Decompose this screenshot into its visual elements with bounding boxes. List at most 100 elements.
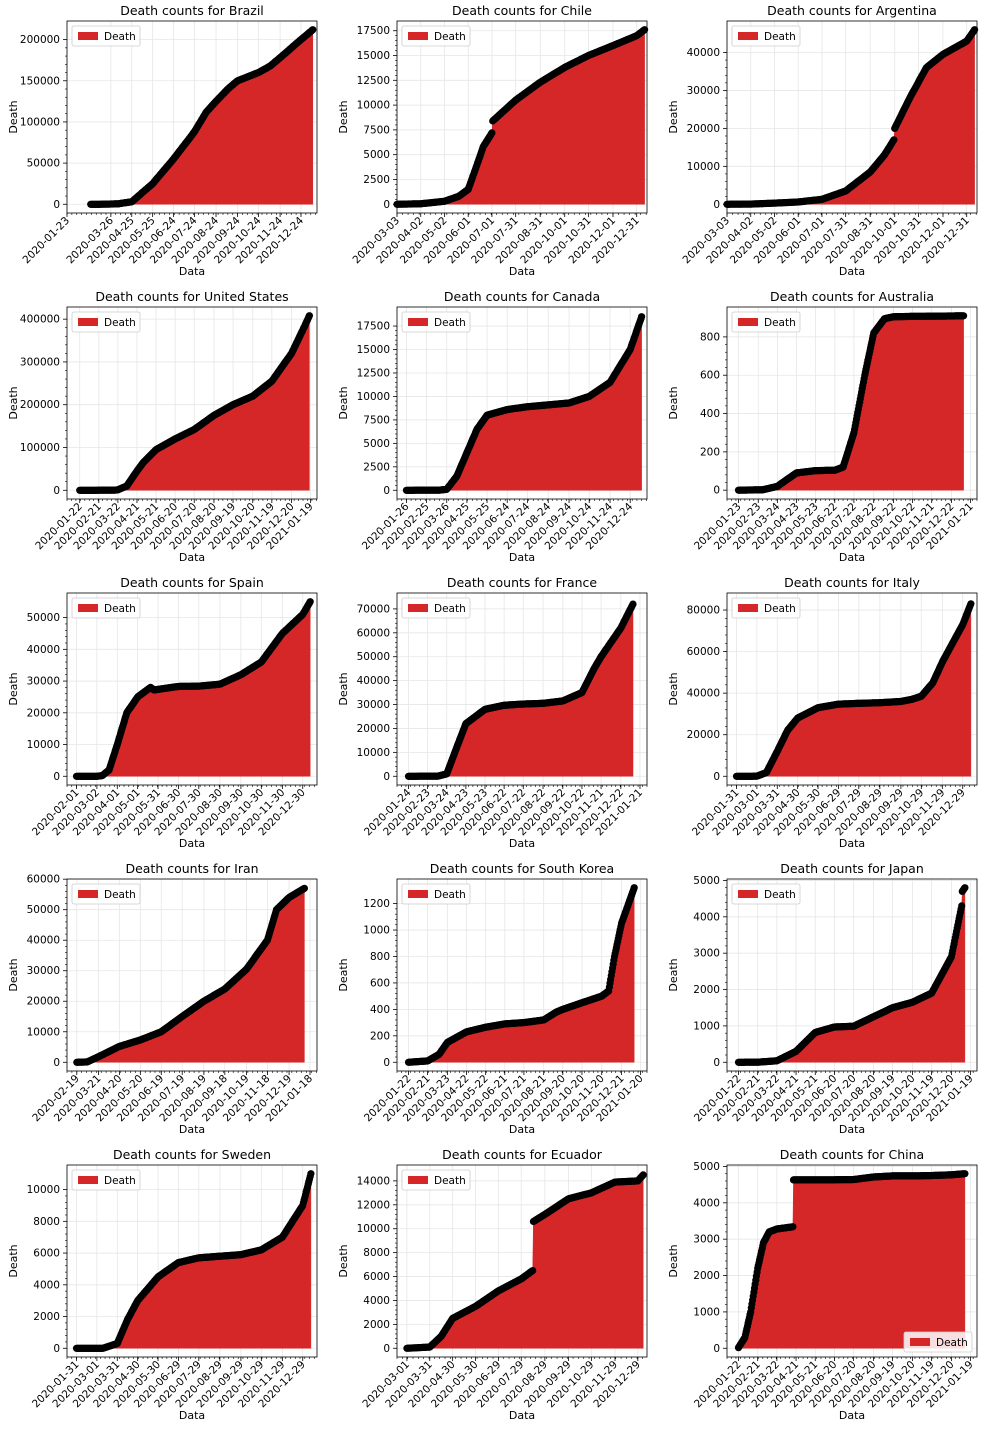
legend-swatch [738, 318, 758, 326]
y-tick-label: 10000 [27, 739, 60, 751]
chart-panel: 0200400600800100012002020-01-222020-02-2… [337, 861, 648, 1136]
y-axis-label: Death [7, 100, 20, 133]
y-tick-label: 40000 [357, 675, 390, 687]
y-tick-label: 17500 [357, 321, 390, 333]
y-axis-label: Death [337, 100, 350, 133]
y-tick-label: 40000 [687, 47, 720, 59]
data-point [305, 312, 313, 320]
chart-title: Death counts for Italy [784, 575, 920, 590]
y-tick-label: 40000 [687, 688, 720, 700]
y-tick-label: 0 [383, 199, 390, 211]
data-point [967, 600, 975, 608]
chart-title: Death counts for Canada [444, 289, 600, 304]
y-tick-label: 10000 [357, 100, 390, 112]
y-tick-label: 30000 [27, 676, 60, 688]
y-tick-label: 100000 [20, 442, 60, 454]
legend: Death [71, 883, 141, 905]
y-tick-label: 7500 [363, 124, 390, 136]
y-tick-label: 5000 [363, 149, 390, 161]
y-tick-label: 600 [700, 370, 720, 382]
y-tick-label: 10000 [27, 1026, 60, 1038]
axes-frame [66, 20, 318, 214]
y-tick-label: 200000 [20, 399, 60, 411]
data-points [723, 26, 979, 208]
chart-panel: 010000200003000040000500002020-02-012020… [7, 575, 318, 850]
y-tick-label: 7500 [363, 414, 390, 426]
x-axis-label: Data [179, 837, 205, 850]
chart-panel: 0250050007500100001250015000175002020-03… [337, 3, 649, 278]
y-tick-label: 10000 [357, 391, 390, 403]
y-tick-label: 400 [700, 408, 720, 420]
y-tick-label: 0 [53, 485, 60, 497]
chart-panel: 02004006008002020-01-232020-02-232020-03… [667, 289, 978, 564]
y-tick-label: 20000 [357, 723, 390, 735]
y-tick-label: 40000 [27, 935, 60, 947]
y-tick-label: 50000 [27, 158, 60, 170]
x-axis-label: Data [509, 551, 535, 564]
y-tick-label: 50000 [357, 651, 390, 663]
chart-panel: 0100002000030000400005000060000700002020… [337, 575, 648, 850]
chart-title: Death counts for Australia [770, 289, 934, 304]
y-tick-label: 800 [700, 331, 720, 343]
y-tick-label: 0 [53, 199, 60, 211]
y-tick-label: 30000 [27, 965, 60, 977]
y-tick-label: 2500 [363, 461, 390, 473]
data-point [890, 136, 898, 144]
y-tick-label: 20000 [27, 707, 60, 719]
y-tick-label: 40000 [27, 644, 60, 656]
legend-label: Death [104, 31, 136, 43]
y-tick-label: 2500 [363, 174, 390, 186]
y-tick-label: 0 [53, 1057, 60, 1069]
y-tick-label: 12500 [357, 367, 390, 379]
chart-title: Death counts for Spain [120, 575, 264, 590]
legend-swatch [78, 604, 98, 612]
x-axis-label: Data [839, 837, 865, 850]
chart-panel: 01000002000003000004000002020-01-222020-… [7, 289, 318, 564]
y-axis-label: Death [667, 672, 680, 705]
y-tick-label: 0 [713, 771, 720, 783]
chart-title: Death counts for Chile [452, 3, 592, 18]
legend-label: Death [434, 31, 466, 43]
y-tick-label: 20000 [27, 996, 60, 1008]
legend-label: Death [764, 603, 796, 615]
y-tick-label: 300000 [20, 356, 60, 368]
legend-box [401, 25, 471, 47]
legend-swatch [408, 32, 428, 40]
legend-swatch [738, 604, 758, 612]
legend-swatch [78, 32, 98, 40]
y-tick-label: 17500 [357, 25, 390, 37]
legend-swatch [408, 318, 428, 326]
area-fill [736, 603, 972, 777]
data-point [306, 598, 314, 606]
legend: Death [71, 311, 141, 333]
data-points [393, 26, 649, 208]
y-axis-label: Death [667, 100, 680, 133]
area-fill [408, 603, 634, 777]
data-point [638, 313, 646, 321]
data-point [488, 129, 496, 137]
area-fill [76, 887, 305, 1063]
chart-panel: 0200004000060000800002020-01-312020-03-0… [667, 575, 978, 850]
legend-swatch [78, 318, 98, 326]
y-tick-label: 70000 [357, 603, 390, 615]
x-axis-label: Data [839, 551, 865, 564]
x-axis-label: Data [509, 265, 535, 278]
y-tick-label: 50000 [27, 904, 60, 916]
y-tick-label: 10000 [357, 747, 390, 759]
y-tick-label: 60000 [27, 874, 60, 886]
y-axis-label: Death [7, 672, 20, 705]
y-axis-label: Death [337, 672, 350, 705]
x-axis-label: Data [179, 265, 205, 278]
y-tick-label: 5000 [363, 438, 390, 450]
x-axis-label: Data [509, 837, 535, 850]
y-tick-label: 80000 [687, 605, 720, 617]
area-fill [406, 316, 642, 491]
axes-frame [726, 20, 978, 214]
legend-box [731, 25, 801, 47]
legend-label: Death [764, 317, 796, 329]
data-point [629, 600, 637, 608]
y-tick-label: 0 [383, 771, 390, 783]
legend-label: Death [104, 603, 136, 615]
legend-swatch [738, 32, 758, 40]
